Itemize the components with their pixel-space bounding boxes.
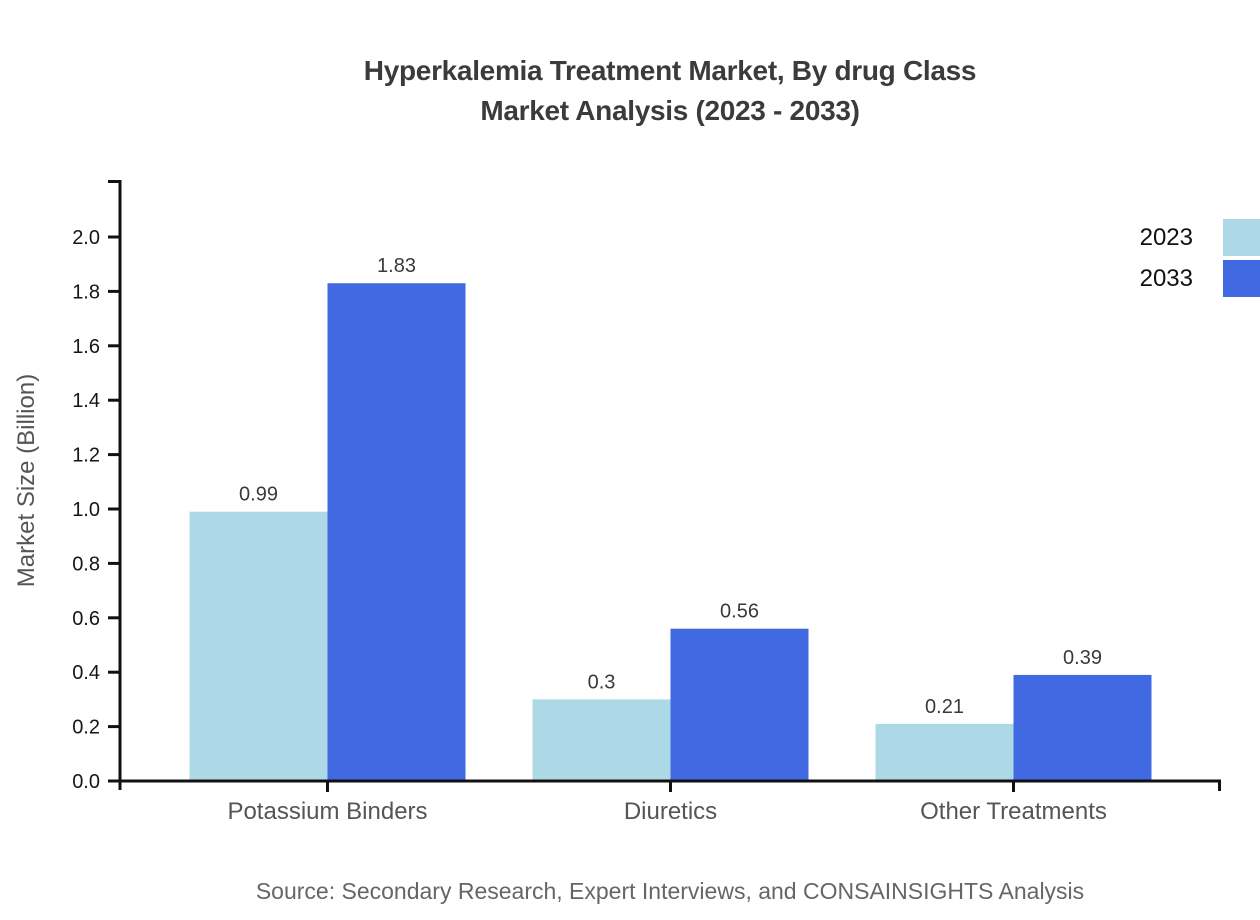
bar-value-label-2023-potassium-binders: 0.99 — [239, 484, 278, 506]
bar-value-label-2023-diuretics: 0.3 — [588, 671, 616, 693]
category-label-diuretics: Diuretics — [624, 798, 717, 825]
source-note: Source: Secondary Research, Expert Inter… — [255, 878, 1085, 904]
chart-title-line2: Market Analysis (2023 - 2033) — [480, 95, 860, 126]
category-label-potassium-binders: Potassium Binders — [227, 798, 427, 825]
legend-swatch-2023 — [1223, 219, 1260, 256]
y-tick-label: 1.0 — [72, 499, 100, 521]
bar-value-label-2023-other-treatments: 0.21 — [925, 696, 964, 718]
y-tick-label: 0.0 — [72, 771, 100, 793]
legend-item-2033: 2033 — [1133, 260, 1260, 297]
bar-value-label-2033-diuretics: 0.56 — [720, 601, 759, 623]
bar-2033-other-treatments — [1013, 674, 1152, 781]
y-tick-label: 2.0 — [72, 227, 100, 249]
y-tick-label: 1.2 — [72, 445, 100, 467]
y-tick-label: 1.4 — [72, 390, 100, 412]
legend-label-2033: 2033 — [1139, 264, 1193, 292]
category-label-other-treatments: Other Treatments — [920, 798, 1107, 825]
y-tick-label: 0.6 — [72, 608, 100, 630]
bar-2023-other-treatments — [875, 723, 1014, 781]
y-tick-label: 0.4 — [72, 662, 100, 684]
bar-2033-diuretics — [670, 628, 809, 781]
legend-swatch-2033 — [1223, 260, 1260, 297]
bar-2023-diuretics — [532, 699, 671, 781]
bar-value-label-2033-potassium-binders: 1.83 — [377, 255, 416, 277]
y-axis-title: Market Size (Billion) — [13, 374, 40, 587]
legend-item-2023: 2023 — [1133, 219, 1260, 256]
y-tick-label: 0.2 — [72, 717, 100, 739]
bar-value-label-2033-other-treatments: 0.39 — [1063, 647, 1102, 669]
legend-label-2023: 2023 — [1139, 223, 1193, 251]
bar-2023-potassium-binders — [189, 511, 328, 781]
chart-title: Hyperkalemia Treatment Market, By drug C… — [90, 51, 1250, 131]
chart-legend: 2023 2033 — [1133, 219, 1260, 297]
bar-2033-potassium-binders — [327, 283, 466, 781]
y-tick-label: 0.8 — [72, 553, 100, 575]
y-tick-label: 1.8 — [72, 281, 100, 303]
chart-title-line1: Hyperkalemia Treatment Market, By drug C… — [363, 55, 977, 86]
y-tick-label: 1.6 — [72, 336, 100, 358]
